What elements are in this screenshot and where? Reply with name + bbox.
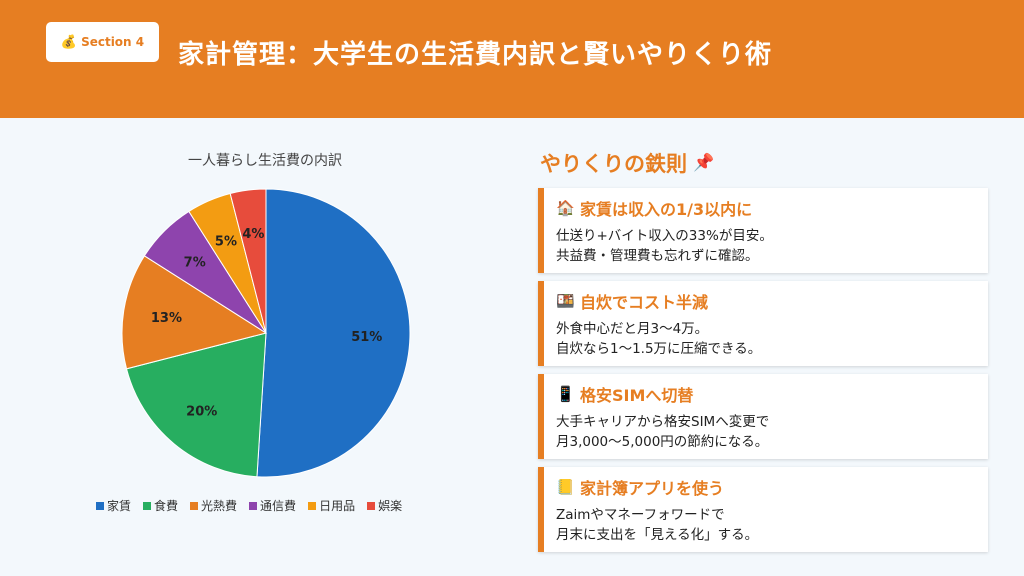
tip-card-app: 📒 家計簿アプリを使う Zaimやマネーフォワードで 月末に支出を「見える化」す… (538, 467, 988, 552)
tip-card-body: 仕送り+バイト収入の33%が目安。 共益費・管理費も忘れずに確認。 (556, 226, 988, 266)
section-label: Section 4 (81, 35, 145, 49)
legend-label: 家賃 (107, 499, 132, 513)
tip-card-header: 📱 格安SIMへ切替 (556, 382, 988, 406)
slice-label: 13% (151, 311, 182, 326)
chart-legend: 家賃 食費 光熱費 通信費 日用品 娯楽 (96, 497, 402, 514)
tip-card-cooking: 🍱 自炊でコスト半減 外食中心だと月3〜4万。 自炊なら1〜1.5万に圧縮できる… (538, 281, 988, 366)
pie-slice (256, 188, 411, 478)
legend-item: 家賃 (96, 497, 131, 514)
pie-slice (121, 255, 268, 370)
legend-item: 光熱費 (190, 497, 237, 514)
tip-line: 外食中心だと月3〜4万。 (556, 321, 709, 337)
legend-label: 娯楽 (378, 499, 403, 513)
pie-chart: 51% 20% 13% 7% 5% 4% (121, 188, 411, 478)
pushpin-icon: 📌 (693, 153, 715, 173)
page-title: 家計管理：大学生の生活費内訳と賢いやりくり術 (178, 40, 773, 70)
tip-line: 大手キャリアから格安SIMへ変更で (556, 414, 770, 430)
section-badge: 💰 Section 4 (46, 22, 159, 62)
tip-card-header: 🍱 自炊でコスト半減 (556, 289, 988, 313)
notebook-icon: 📒 (556, 478, 575, 496)
money-bag-icon: 💰 (60, 34, 78, 50)
slice-label: 4% (242, 227, 264, 242)
legend-label: 日用品 (319, 499, 356, 513)
tip-line: 月末に支出を「見える化」する。 (556, 527, 759, 543)
tip-card-rent: 🏠 家賃は収入の1/3以内に 仕送り+バイト収入の33%が目安。 共益費・管理費… (538, 188, 988, 273)
tip-card-sim: 📱 格安SIMへ切替 大手キャリアから格安SIMへ変更で 月3,000〜5,00… (538, 374, 988, 459)
bento-icon: 🍱 (556, 292, 575, 310)
tip-card-header: 🏠 家賃は収入の1/3以内に (556, 196, 988, 220)
legend-swatch (367, 501, 376, 510)
tip-card-body: 外食中心だと月3〜4万。 自炊なら1〜1.5万に圧縮できる。 (556, 319, 988, 359)
tips-heading: やりくりの鉄則 📌 (540, 148, 714, 178)
tip-card-heading: 格安SIMへ切替 (580, 386, 694, 405)
legend-label: 食費 (154, 499, 179, 513)
tip-line: Zaimやマネーフォワードで (556, 507, 725, 523)
tip-card-heading: 家賃は収入の1/3以内に (580, 200, 753, 219)
pie-slice (229, 188, 267, 334)
legend-swatch (190, 501, 199, 510)
chart-title: 一人暮らし生活費の内訳 (188, 153, 342, 169)
legend-label: 通信費 (260, 499, 297, 513)
slice-label: 7% (184, 256, 206, 271)
header-bar: 💰 Section 4 家計管理：大学生の生活費内訳と賢いやりくり術 (0, 0, 1024, 118)
slice-label: 5% (215, 234, 237, 249)
house-icon: 🏠 (556, 199, 575, 217)
legend-item: 食費 (143, 497, 178, 514)
smartphone-icon: 📱 (556, 385, 575, 403)
slice-label: 20% (186, 405, 217, 420)
slice-label: 51% (351, 330, 382, 345)
legend-label: 光熱費 (201, 499, 238, 513)
tip-card-body: Zaimやマネーフォワードで 月末に支出を「見える化」する。 (556, 505, 988, 545)
tip-line: 自炊なら1〜1.5万に圧縮できる。 (556, 341, 762, 357)
legend-item: 娯楽 (367, 497, 402, 514)
pie-slice (125, 332, 267, 478)
legend-swatch (143, 501, 152, 510)
tip-line: 仕送り+バイト収入の33%が目安。 (556, 228, 773, 244)
tip-card-body: 大手キャリアから格安SIMへ変更で 月3,000〜5,000円の節約になる。 (556, 412, 988, 452)
tip-card-header: 📒 家計簿アプリを使う (556, 475, 988, 499)
legend-swatch (249, 501, 258, 510)
legend-item: 日用品 (308, 497, 355, 514)
tips-title-text: やりくりの鉄則 (540, 152, 687, 176)
legend-swatch (308, 501, 317, 510)
tip-line: 共益費・管理費も忘れずに確認。 (556, 248, 759, 264)
tip-card-heading: 自炊でコスト半減 (580, 293, 709, 312)
legend-swatch (96, 501, 104, 510)
legend-item: 通信費 (249, 497, 296, 514)
tip-line: 月3,000〜5,000円の節約になる。 (556, 434, 769, 450)
tip-card-heading: 家計簿アプリを使う (580, 479, 725, 498)
